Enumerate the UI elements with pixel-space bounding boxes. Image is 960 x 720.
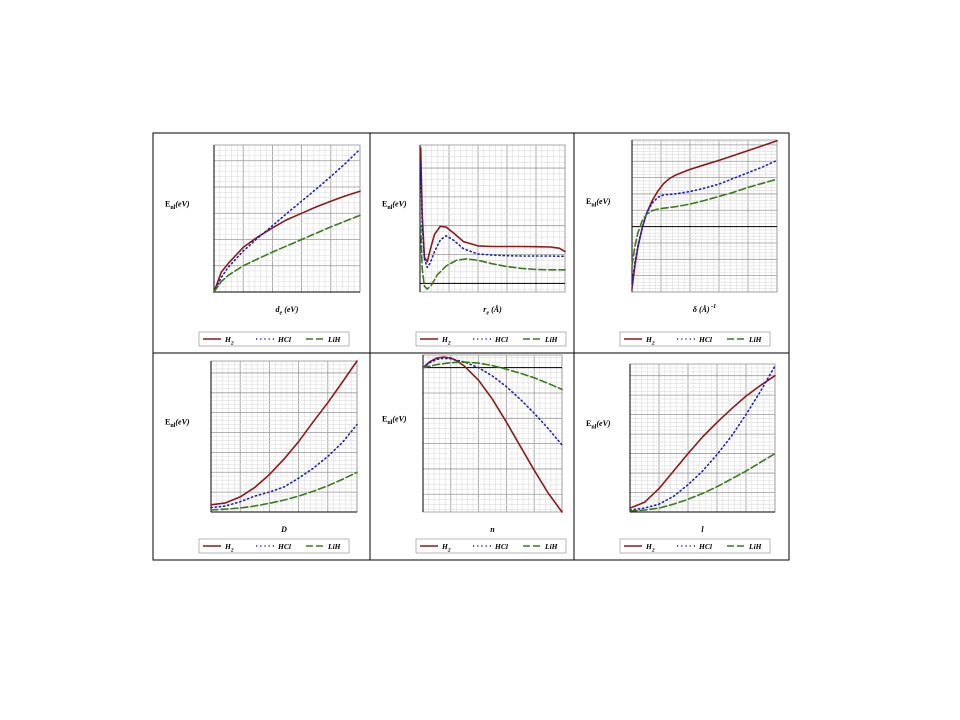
legend-label-h2: H2 [441, 542, 451, 554]
series-line-hcl [210, 423, 358, 509]
series-group [419, 147, 566, 290]
chart-panel-4: Enl(eV) D H2 HCl LiH [152, 352, 371, 561]
x-axis-label: D [280, 525, 287, 534]
legend-label-hcl: HCl [698, 542, 713, 551]
grid [213, 144, 361, 293]
series-line-lih [213, 214, 361, 293]
series-line-h2 [629, 374, 776, 509]
series-line-h2 [419, 147, 566, 263]
x-axis-label: re (Å) [483, 305, 502, 317]
series-line-h2 [213, 190, 361, 293]
legend-label-h2: H2 [645, 542, 655, 554]
legend-label-hcl: HCl [698, 335, 713, 344]
y-axis-label: Enl(eV) [382, 415, 407, 427]
x-axis-label: de (eV) [276, 305, 299, 317]
legend-label-h2: H2 [645, 335, 655, 347]
legend-label-lih: LiH [327, 542, 342, 551]
series-line-lih [419, 224, 566, 290]
chart-panel-6: Enl(eV) l H2 HCl LiH [573, 352, 790, 561]
legend-label-lih: LiH [544, 542, 559, 551]
series-line-hcl [422, 357, 563, 446]
x-axis-label: l [701, 525, 704, 534]
chart-panel-3: Enl(eV) δ (Å) -1 H2 HCl LiH [573, 132, 790, 354]
grid [422, 355, 563, 512]
legend-label-h2: H2 [224, 335, 234, 347]
legend: H2 HCl LiH [198, 331, 350, 347]
series-line-h2 [422, 356, 563, 513]
legend-label-hcl: HCl [494, 335, 509, 344]
grid [631, 140, 778, 293]
y-axis-label: Enl(eV) [586, 419, 611, 431]
y-axis-label: Enl(eV) [586, 197, 611, 209]
y-axis-label: Enl(eV) [165, 200, 190, 212]
series-group [631, 140, 778, 290]
legend: H2 HCl LiH [415, 331, 567, 347]
series-line-h2 [210, 360, 358, 506]
legend-label-lih: LiH [748, 335, 763, 344]
series-line-lih [629, 452, 776, 512]
figure-panels: Enl(eV) de (eV) H2 HCl LiH Enl(eV) re (Å) H2 HCl… [152, 132, 790, 561]
legend-label-lih: LiH [544, 335, 559, 344]
series-line-lih [422, 361, 563, 391]
legend: H2 HCl LiH [415, 538, 567, 554]
legend-label-h2: H2 [224, 542, 234, 554]
y-axis-label: Enl(eV) [382, 200, 407, 212]
legend-label-lih: LiH [327, 335, 342, 344]
chart-panel-1: Enl(eV) de (eV) H2 HCl LiH [152, 132, 371, 354]
series-line-hcl [419, 161, 566, 269]
series-group [213, 148, 361, 293]
panel-border [573, 352, 790, 561]
legend-label-hcl: HCl [277, 335, 292, 344]
series-line-hcl [631, 159, 778, 285]
legend-label-h2: H2 [441, 335, 451, 347]
legend: H2 HCl LiH [619, 331, 771, 347]
grid [210, 360, 358, 513]
panel-border [369, 352, 575, 561]
series-group [422, 356, 563, 513]
chart-panel-2: Enl(eV) re (Å) H2 HCl LiH [369, 132, 575, 354]
series-group [210, 360, 358, 511]
chart-panel-5: Enl(eV) n H2 HCl LiH [369, 352, 575, 561]
series-group [629, 365, 776, 512]
series-line-h2 [631, 140, 778, 290]
series-line-lih [210, 471, 358, 511]
series-line-lih [631, 178, 778, 267]
x-axis-label: n [490, 525, 495, 534]
x-axis-label: δ (Å) -1 [693, 304, 716, 314]
legend: H2 HCl LiH [198, 538, 350, 554]
series-line-hcl [629, 365, 776, 511]
grid [629, 363, 776, 513]
legend-label-lih: LiH [748, 542, 763, 551]
legend-label-hcl: HCl [494, 542, 509, 551]
legend: H2 HCl LiH [619, 538, 771, 554]
y-axis-label: Enl(eV) [165, 418, 190, 430]
legend-label-hcl: HCl [277, 542, 292, 551]
series-line-hcl [213, 148, 361, 293]
